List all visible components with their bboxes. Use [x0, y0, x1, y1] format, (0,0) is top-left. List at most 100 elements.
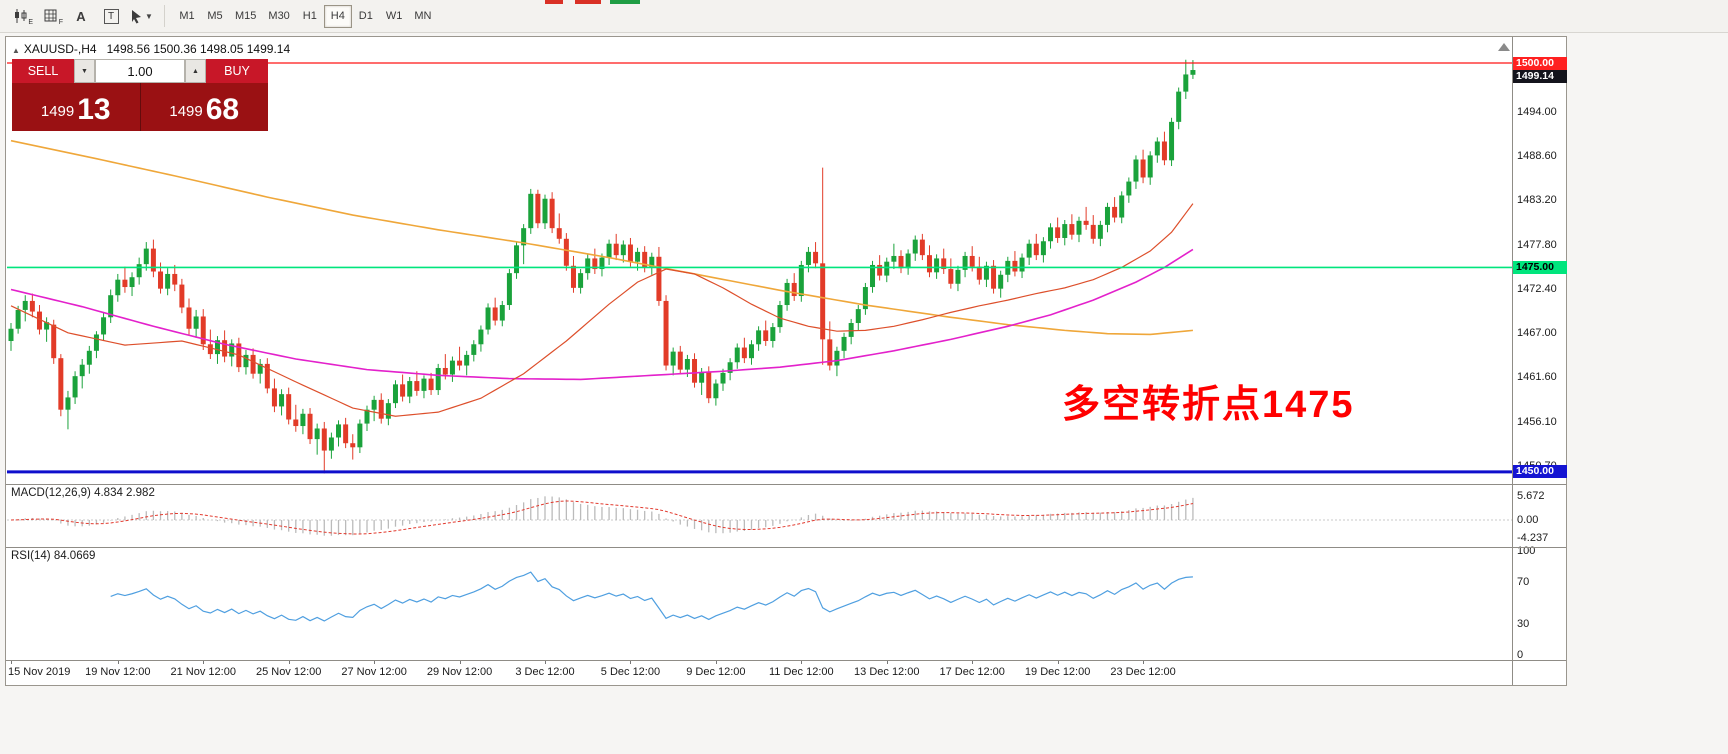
panel-resize-divider[interactable]: [6, 484, 1566, 485]
pivot-price-badge: 1475.00: [1513, 260, 1567, 274]
macd-scale-label: 5.672: [1517, 490, 1545, 503]
ask-price-pips: 68: [205, 92, 240, 126]
macd-scale-label: -4.237: [1517, 531, 1549, 544]
volume-up-spinner[interactable]: ▲: [185, 59, 206, 83]
ask-price-main: 1499: [169, 103, 203, 120]
timeframe-group: M1 M5 M15 M30 H1 H4 D1 W1 MN: [173, 4, 437, 28]
time-axis[interactable]: 15 Nov 2019 19 Nov 12:00 21 Nov 12:00 25 No…: [6, 661, 1566, 685]
rsi-scale-label: 100: [1517, 545, 1536, 557]
timeframe-button-M5[interactable]: M5: [207, 10, 223, 22]
macd-histogram: [17, 496, 1194, 536]
sell-button[interactable]: SELL: [12, 59, 74, 83]
bid-price-main: 1499: [40, 103, 75, 120]
timeframe-button-H1[interactable]: H1: [302, 10, 317, 22]
price-scale-label: 1461.60: [1517, 370, 1557, 383]
time-axis-label: 15 Nov 2019: [8, 666, 71, 678]
rsi-scale-label: 30: [1517, 617, 1530, 630]
price-scale-label: 1456.10: [1517, 415, 1557, 428]
timeframe-button-MN[interactable]: MN: [414, 10, 432, 22]
grid-template-button[interactable]: F: [36, 4, 66, 28]
cursor-tool-button[interactable]: ▼: [126, 4, 156, 28]
time-axis-label: 3 Dec 12:00: [515, 666, 575, 678]
timeframe-button-M1[interactable]: M1: [179, 10, 195, 22]
macd-label: MACD(12,26,9) 4.834 2.982: [11, 487, 155, 499]
buy-button[interactable]: BUY: [206, 59, 268, 83]
rsi-panel-canvas[interactable]: [7, 548, 1512, 660]
bid-price: 1499 13: [12, 83, 140, 131]
time-axis-tick: [288, 661, 290, 664]
volume-input[interactable]: [95, 59, 185, 83]
time-axis-tick: [459, 661, 461, 664]
bid-ask-display: 1499 13 1499 68: [12, 83, 268, 131]
text-label-button[interactable]: A: [66, 4, 96, 28]
price-scale-column[interactable]: 1500.00 1499.14 1475.00 1450.00 1494.00 1…: [1512, 37, 1567, 685]
candlestick-template-button[interactable]: E: [6, 4, 36, 28]
main-chart-canvas[interactable]: [7, 39, 1512, 485]
time-axis-label: 19 Dec 12:00: [1024, 666, 1091, 678]
time-axis-tick: [203, 661, 205, 664]
text-box-button[interactable]: T: [96, 4, 126, 28]
price-scale-label: 1488.60: [1517, 150, 1557, 163]
rsi-scale-label: 70: [1517, 576, 1530, 589]
time-axis-label: 29 Nov 12:00: [426, 666, 493, 678]
time-axis-label: 21 Nov 12:00: [170, 666, 236, 678]
candlestick-icon: [13, 8, 29, 24]
time-axis-tick: [11, 661, 12, 664]
price-scale-label: 1477.80: [1517, 238, 1557, 251]
bid-ask-divider: [139, 83, 141, 131]
panel-resize-divider[interactable]: [6, 547, 1566, 548]
timeframe-button-W1[interactable]: W1: [385, 10, 403, 22]
clipped-text-fragment: [610, 0, 640, 4]
volume-down-spinner[interactable]: ▼: [74, 59, 95, 83]
time-axis-tick: [715, 661, 717, 664]
timeframe-button-M30[interactable]: M30: [268, 10, 290, 22]
toolbar-separator: [164, 5, 165, 27]
time-axis-label: 9 Dec 12:00: [686, 666, 746, 678]
candles-layer: [8, 59, 1196, 474]
auto-scroll-marker-icon[interactable]: [1498, 43, 1510, 51]
timeframe-button-H4[interactable]: H4: [323, 4, 352, 28]
time-axis-tick: [1057, 661, 1059, 664]
macd-scale-label: 0.00: [1517, 514, 1539, 526]
chevron-down-icon: ▼: [145, 11, 153, 21]
time-axis-label: 11 Dec 12:00: [769, 666, 834, 678]
ask-price: 1499 68: [141, 83, 269, 131]
time-axis-tick: [545, 661, 546, 664]
time-axis-label: 25 Nov 12:00: [255, 666, 322, 678]
support-price-badge: 1450.00: [1513, 465, 1567, 479]
timeframe-button-M15[interactable]: M15: [235, 10, 257, 22]
time-axis-label: 17 Dec 12:00: [939, 666, 1005, 678]
price-scale-label: 1483.20: [1517, 194, 1557, 207]
chart-symbol-period: XAUUSD-,H4: [23, 42, 97, 56]
macd-panel-canvas[interactable]: [7, 485, 1512, 547]
price-scale-label: 1472.40: [1517, 282, 1557, 295]
time-axis-tick: [374, 661, 376, 664]
time-axis-label: 13 Dec 12:00: [854, 666, 920, 678]
trade-panel-controls: SELL ▼ ▲ BUY: [12, 59, 268, 83]
time-axis-tick: [972, 661, 974, 664]
price-scale-label: 1467.00: [1517, 326, 1557, 339]
ma-fast-line: [10, 203, 1194, 417]
ma-medium-line: [10, 248, 1194, 381]
time-axis-tick: [630, 661, 632, 664]
one-click-trade-panel: SELL ▼ ▲ BUY 1499 13 1499 68: [12, 59, 268, 131]
resistance-price-badge: 1500.00: [1513, 56, 1567, 70]
clipped-text-fragment: [575, 0, 601, 4]
timeframe-button-D1[interactable]: D1: [358, 10, 373, 22]
macd-signal-line: [10, 500, 1194, 535]
grid-icon: [43, 8, 59, 24]
cursor-icon: [129, 9, 143, 24]
time-axis-label: 5 Dec 12:00: [600, 666, 661, 678]
ma-slow-line: [10, 139, 1193, 336]
price-scale-label: 1494.00: [1517, 106, 1557, 119]
collapse-arrow-icon[interactable]: ▲: [12, 46, 20, 55]
chart-ohlc-values: 1498.56 1500.36 1498.05 1499.14: [106, 42, 291, 56]
time-axis-label: 23 Dec 12:00: [1110, 666, 1176, 678]
rsi-line: [110, 571, 1193, 622]
letter-a-icon: A: [76, 8, 86, 24]
time-axis-label: 27 Nov 12:00: [341, 666, 407, 678]
chart-annotation-text[interactable]: 多空转折点1475: [1062, 384, 1355, 426]
time-axis-tick: [886, 661, 888, 664]
time-axis-line: [6, 660, 1566, 661]
time-axis-tick: [1143, 661, 1145, 664]
